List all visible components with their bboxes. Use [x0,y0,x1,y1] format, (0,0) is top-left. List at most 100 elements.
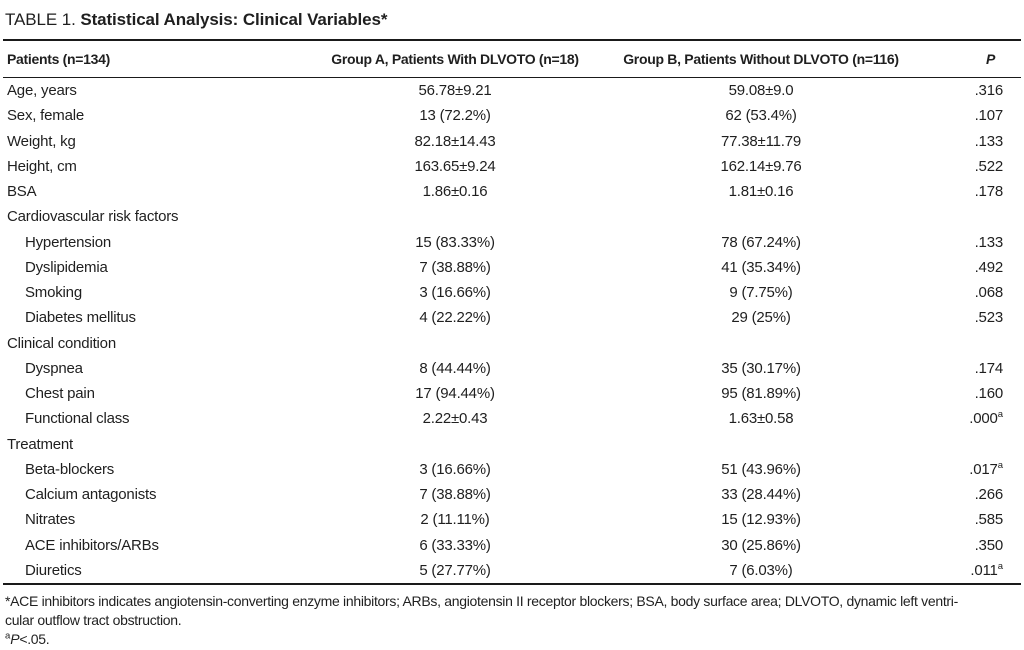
cell-p-value: .316 [974,82,1004,100]
cell-group-a: 17 (94.44%) [415,385,495,403]
cell-group-a: 7 (38.88%) [419,258,491,276]
cell-p-value: .133 [974,132,1004,150]
cell-p-value: .522 [974,157,1004,175]
column-header-group-a: Group A, Patients With DLVOTO (n=18) [299,40,611,78]
row-label: BSA [7,183,37,201]
table-row: Dyslipidemia 7 (38.88%) 41 (35.34%) .492 [3,255,1021,280]
cell-group-b: 1.63±0.58 [728,410,794,428]
cell-p-value [911,432,1021,457]
cell-group-a: 3 (16.66%) [419,460,491,478]
cell-group-a: 6 (33.33%) [419,536,491,554]
cell-group-b: 29 (25%) [731,309,791,327]
table-row: Dyspnea 8 (44.44%) 35 (30.17%) .174 [3,356,1021,381]
cell-group-b: 78 (67.24%) [721,233,801,251]
table-header: Patients (n=134) Group A, Patients With … [3,40,1021,78]
cell-group-a: 4 (22.22%) [419,309,491,327]
cell-group-b [611,204,911,229]
row-label: Clinical condition [7,334,116,352]
cell-p-value: .523 [974,309,1004,327]
footnote-significance: aP<.05. [5,630,1019,649]
cell-group-a: 15 (83.33%) [415,233,495,251]
column-header-group-b: Group B, Patients Without DLVOTO (n=116) [611,40,911,78]
cell-group-a: 1.86±0.16 [422,183,488,201]
cell-p-value: .160 [974,385,1004,403]
cell-p-value: .178 [974,183,1004,201]
significance-marker: a [997,560,1003,572]
table-row: BSA 1.86±0.16 1.81±0.16 .178 [3,179,1021,204]
significance-marker: a [5,630,11,642]
table-row: Functional class 2.22±0.43 1.63±0.58 .000a [3,406,1021,431]
row-label: Height, cm [7,157,77,175]
cell-group-b: 41 (35.34%) [721,258,801,276]
table-row: ACE inhibitors/ARBs 6 (33.33%) 30 (25.86%)… [3,533,1021,558]
cell-p-value: .350 [974,536,1004,554]
row-label: Cardiovascular risk factors [7,208,179,226]
table-title: TABLE 1. Statistical Analysis: Clinical … [0,0,1024,39]
row-label: Dyspnea [25,359,83,377]
table-row: Weight, kg 82.18±14.43 77.38±11.79 .133 [3,129,1021,154]
row-label: Calcium antagonists [25,486,157,504]
cell-group-a: 56.78±9.21 [418,82,492,100]
cell-group-a: 82.18±14.43 [414,132,496,150]
cell-group-b: 9 (7.75%) [729,284,793,302]
cell-group-b: 30 (25.86%) [721,536,801,554]
section-row: Treatment [3,432,1021,457]
table-title-text: Statistical Analysis: Clinical Variables [80,10,381,29]
cell-group-b: 35 (30.17%) [721,359,801,377]
cell-p-value: .133 [974,233,1004,251]
cell-group-b: 7 (6.03%) [729,561,793,579]
significance-threshold: <.05. [19,631,50,647]
row-label: Nitrates [25,511,76,529]
significance-marker: a [997,409,1003,421]
table-row: Diuretics 5 (27.77%) 7 (6.03%) .011a [3,558,1021,584]
cell-group-a: 163.65±9.24 [414,157,496,175]
header-row: Patients (n=134) Group A, Patients With … [3,40,1021,78]
table-row: Height, cm 163.65±9.24 162.14±9.76 .522 [3,154,1021,179]
footnote-abbreviations-line2: cular outflow tract obstruction. [5,612,182,628]
row-label: Hypertension [25,233,111,251]
cell-p-value [911,204,1021,229]
cell-p-value: .011a [970,560,1003,579]
table-number: TABLE 1. [5,10,76,29]
cell-group-b: 1.81±0.16 [728,183,794,201]
table-row: Age, years 56.78±9.21 59.08±9.0 .316 [3,78,1021,104]
cell-p-value: .174 [974,359,1004,377]
table-footnotes: *ACE inhibitors indicates angiotensin-co… [3,585,1021,649]
cell-group-b: 62 (53.4%) [725,107,797,125]
footnote-abbreviations-line1: *ACE inhibitors indicates angiotensin-co… [5,593,958,609]
cell-group-b: 162.14±9.76 [720,157,802,175]
table-row: Hypertension 15 (83.33%) 78 (67.24%) .133 [3,230,1021,255]
table-row: Smoking 3 (16.66%) 9 (7.75%) .068 [3,280,1021,305]
row-label: ACE inhibitors/ARBs [25,536,159,554]
cell-group-b: 33 (28.44%) [721,486,801,504]
cell-group-a: 2.22±0.43 [422,410,488,428]
cell-group-a: 13 (72.2%) [419,107,491,125]
significance-p-symbol: P [10,631,20,647]
row-label: Weight, kg [7,132,76,150]
cell-group-a [299,432,611,457]
cell-group-a: 7 (38.88%) [419,486,491,504]
cell-group-b: 15 (12.93%) [721,511,801,529]
cell-group-a: 8 (44.44%) [419,359,491,377]
table-row: Beta-blockers 3 (16.66%) 51 (43.96%) .017a [3,457,1021,482]
cell-p-value [911,331,1021,356]
row-label: Beta-blockers [25,460,115,478]
cell-group-b [611,432,911,457]
cell-p-value: .266 [974,486,1004,504]
section-row: Cardiovascular risk factors [3,204,1021,229]
column-header-p-value: P [911,40,1021,78]
cell-p-value: .068 [974,284,1004,302]
table-row: Chest pain 17 (94.44%) 95 (81.89%) .160 [3,381,1021,406]
cell-group-a [299,204,611,229]
cell-group-b: 95 (81.89%) [721,385,801,403]
row-label: Chest pain [25,385,95,403]
cell-p-value: .107 [974,107,1004,125]
clinical-variables-table: Patients (n=134) Group A, Patients With … [3,39,1021,585]
row-label: Age, years [7,82,77,100]
row-label: Diuretics [25,561,82,579]
cell-group-b [611,331,911,356]
column-header-patients: Patients (n=134) [3,40,299,78]
cell-p-value: .000a [969,409,1003,428]
cell-p-value: .492 [974,258,1004,276]
row-label: Treatment [7,435,74,453]
